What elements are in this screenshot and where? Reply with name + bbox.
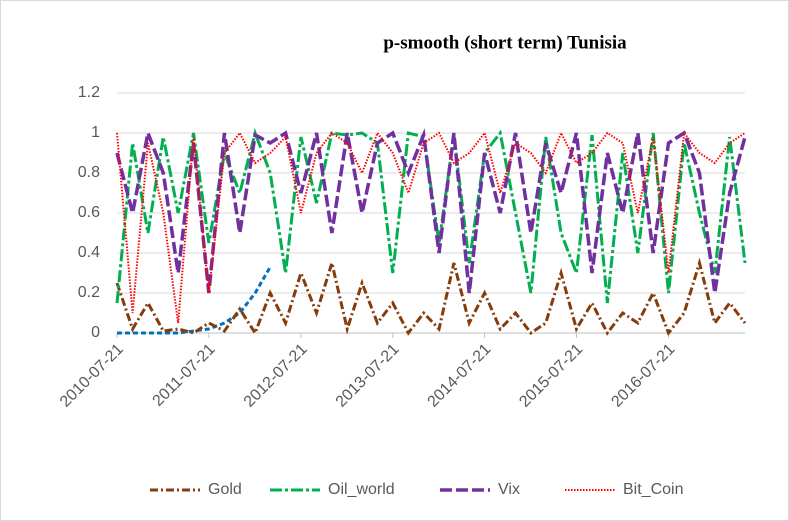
legend-label: Bit_Coin [623,481,683,498]
legend-label: Vix [498,481,520,498]
series-line [115,257,747,337]
y-tick-label: 0.6 [78,204,100,221]
legend-label: Oil_world [328,481,395,498]
series-line [115,126,747,294]
y-tick-label: 0.4 [78,244,100,261]
y-tick-label: 0 [91,324,100,341]
legend-label: Gold [208,481,242,498]
y-tick-label: 0.8 [78,164,100,181]
series-line [117,266,272,335]
chart-title: p-smooth (short term) Tunisia [383,32,627,53]
y-tick-label: 1 [91,124,100,141]
y-tick-label: 0.2 [78,284,100,301]
y-tick-label: 1.2 [78,84,100,101]
series-line [116,130,746,324]
